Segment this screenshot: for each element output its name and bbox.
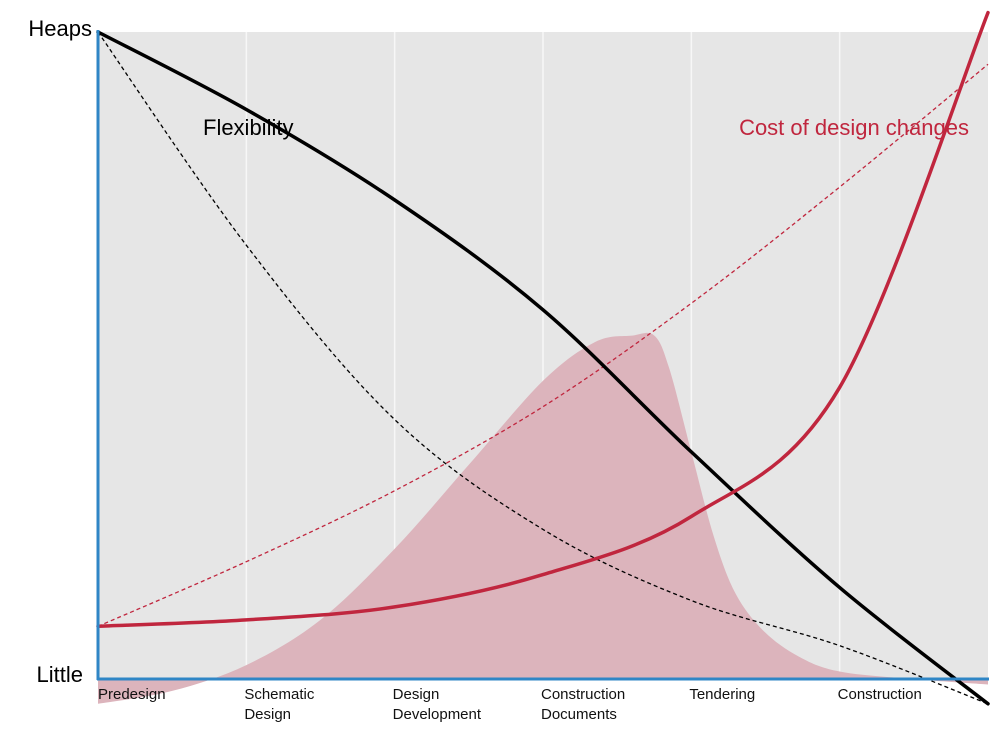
x-tick-label: Design Development xyxy=(393,686,482,723)
flexibility-dashed-line xyxy=(97,31,989,705)
x-tick-label: Schematic Design xyxy=(244,686,315,723)
cost-series-label: Cost of design changes xyxy=(739,115,969,140)
x-tick-label: Tendering xyxy=(689,686,755,703)
x-tick-labels: Predesign Schematic Design Design Developmen… xyxy=(98,686,922,723)
cost-dashed-line xyxy=(97,63,989,627)
y-axis-bottom-label: Little xyxy=(37,662,83,687)
x-tick-label: Construction Documents xyxy=(541,686,625,723)
flexibility-line xyxy=(96,30,990,706)
cost-line xyxy=(96,10,990,629)
x-tick-label: Predesign xyxy=(98,686,166,703)
x-tick-label: Construction xyxy=(838,686,922,703)
area-series xyxy=(98,332,988,704)
y-axis-top-label: Heaps xyxy=(28,16,92,41)
flexibility-series-label: Flexibility xyxy=(203,115,293,140)
